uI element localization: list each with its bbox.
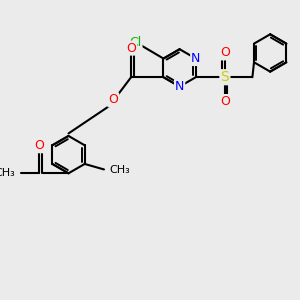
Text: O: O	[220, 95, 230, 108]
Text: CH₃: CH₃	[109, 165, 130, 176]
Text: O: O	[220, 46, 230, 59]
Text: O: O	[108, 93, 118, 106]
Text: N: N	[175, 80, 184, 93]
Text: S: S	[220, 70, 229, 84]
Text: N: N	[191, 52, 200, 65]
Text: O: O	[126, 42, 136, 55]
Text: Cl: Cl	[129, 36, 142, 49]
Text: CH₃: CH₃	[0, 168, 15, 178]
Text: O: O	[34, 139, 44, 152]
